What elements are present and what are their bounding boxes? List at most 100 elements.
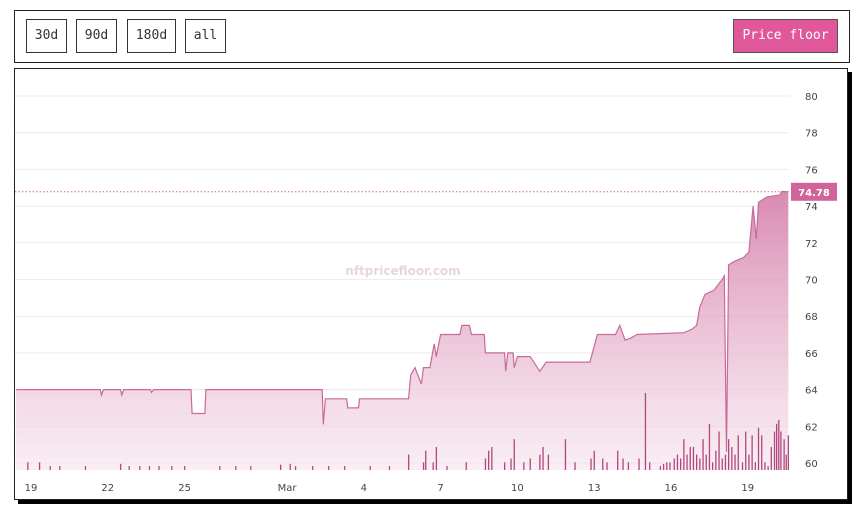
y-tick-label: 76: [805, 165, 818, 176]
last-value-badge: [791, 182, 837, 201]
volume-bar: [184, 466, 186, 470]
volume-bar: [148, 466, 151, 470]
volume-bar: [680, 458, 682, 470]
volume-bar: [574, 462, 576, 470]
volume-bar: [649, 462, 651, 470]
volume-bar: [734, 454, 736, 470]
volume-bar: [139, 466, 141, 470]
y-tick-label: 80: [805, 92, 818, 103]
volume-bar: [606, 462, 608, 470]
volume-bar: [708, 423, 711, 470]
volume-bar: [731, 446, 733, 470]
last-value-label: 74.78: [798, 188, 830, 199]
toolbar: 30d 90d 180d all Price floor: [14, 10, 850, 63]
volume-bar: [676, 454, 679, 470]
volume-bar: [705, 454, 707, 470]
volume-bar: [425, 450, 427, 470]
y-tick-label: 78: [805, 129, 818, 140]
volume-bar: [369, 466, 371, 470]
volume-bar: [741, 462, 744, 470]
volume-bar: [737, 435, 739, 470]
volume-bar: [724, 454, 727, 470]
volume-bar: [699, 458, 701, 470]
volume-bar: [84, 466, 87, 470]
watermark: nftpricefloor.com: [345, 264, 460, 278]
volume-bar: [761, 435, 763, 470]
volume-bar: [38, 462, 41, 470]
range-all-button[interactable]: all: [185, 19, 226, 53]
volume-bar: [692, 446, 695, 470]
volume-bar: [158, 466, 160, 470]
volume-bar: [622, 458, 624, 470]
volume-bar: [446, 466, 448, 470]
volume-bar: [683, 439, 685, 470]
volume-bar: [751, 435, 753, 470]
volume-bar: [312, 466, 314, 470]
x-tick-label: 19: [741, 483, 754, 494]
volume-bar: [465, 462, 467, 470]
volume-bar: [484, 458, 487, 470]
y-tick-label: 70: [805, 276, 818, 287]
volume-bar: [748, 454, 750, 470]
volume-bar: [617, 450, 619, 470]
chart-panel: nftpricefloor.com 60 62 64 66 68 70 72 74 76 78 80…: [14, 68, 848, 500]
volume-bar: [510, 458, 512, 470]
y-tick-label: 74: [805, 202, 818, 213]
volume-bar: [250, 466, 252, 470]
volume-bar: [776, 423, 778, 470]
y-tick-label: 66: [805, 349, 818, 360]
volume-bar: [513, 439, 515, 470]
y-tick-label: 60: [805, 459, 818, 470]
volume-bar: [669, 462, 671, 470]
volume-bar: [718, 431, 720, 470]
volume-bar: [523, 462, 525, 470]
volume-bar: [590, 458, 592, 470]
volume-bar: [787, 435, 790, 470]
volume-bar: [666, 462, 668, 470]
price-floor-button[interactable]: Price floor: [733, 19, 838, 53]
volume-bar: [783, 439, 785, 470]
volume-bar: [627, 462, 630, 470]
y-tick-label: 64: [805, 386, 818, 397]
x-tick-label: 16: [665, 483, 678, 494]
range-180d-button[interactable]: 180d: [127, 19, 176, 53]
volume-bar: [638, 458, 640, 470]
volume-bar: [49, 466, 51, 470]
volume-bar: [294, 466, 297, 470]
volume-bar: [754, 462, 756, 470]
volume-bar: [644, 393, 647, 470]
range-90d-button[interactable]: 90d: [76, 19, 117, 53]
x-tick-label: 22: [101, 483, 114, 494]
volume-bar: [728, 439, 730, 470]
range-30d-button[interactable]: 30d: [26, 19, 67, 53]
x-tick-label: 25: [178, 483, 191, 494]
y-tick-label: 72: [805, 239, 818, 250]
x-tick-label: 4: [361, 483, 367, 494]
volume-bar: [702, 439, 704, 470]
volume-bar: [422, 462, 425, 470]
volume-bar: [280, 464, 282, 470]
volume-bar: [673, 458, 675, 470]
volume-bar: [780, 431, 782, 470]
volume-bar: [689, 446, 691, 470]
volume-bar: [778, 419, 780, 470]
volume-bar: [408, 454, 410, 470]
volume-bar: [388, 466, 391, 470]
volume-bar: [504, 462, 506, 470]
price-line: [16, 190, 789, 453]
volume-bar: [764, 462, 766, 470]
volume-bar: [435, 446, 438, 470]
x-tick-label: 7: [437, 483, 443, 494]
volume-bar: [715, 450, 717, 470]
volume-bar: [59, 466, 61, 470]
volume-bar: [344, 466, 346, 470]
volume-bar: [128, 466, 130, 470]
price-area: [16, 191, 789, 470]
volume-bar: [745, 431, 747, 470]
x-tick-label: 19: [25, 483, 38, 494]
volume-bar: [712, 462, 714, 470]
volume-bar: [120, 463, 122, 470]
x-tick-label: Mar: [278, 483, 298, 494]
volume-bar: [593, 450, 595, 470]
volume-bar: [767, 466, 769, 470]
